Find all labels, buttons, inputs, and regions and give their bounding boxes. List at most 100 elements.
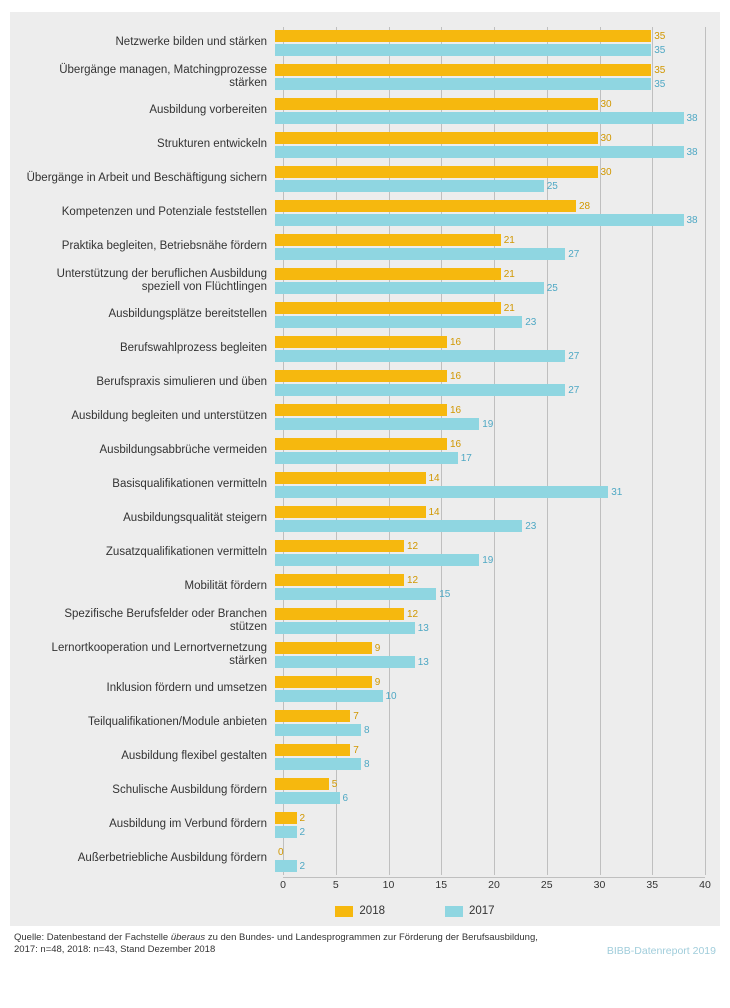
chart-row: Mobilität fördern1215 bbox=[25, 571, 705, 603]
bar-2018: 30 bbox=[275, 132, 598, 144]
bar-2018: 21 bbox=[275, 268, 501, 280]
x-tick: 20 bbox=[488, 879, 500, 891]
bar-value-2017: 35 bbox=[651, 45, 665, 56]
bar-value-2017: 2 bbox=[297, 827, 306, 838]
chart-row: Berufswahlprozess begleiten1627 bbox=[25, 333, 705, 365]
bar-2018: 9 bbox=[275, 676, 372, 688]
x-tick: 35 bbox=[646, 879, 658, 891]
bar-value-2018: 0 bbox=[275, 847, 284, 858]
bars-area: 3038 bbox=[275, 95, 705, 127]
bar-value-2018: 21 bbox=[501, 303, 515, 314]
x-axis: 0510152025303540 bbox=[283, 877, 705, 897]
bar-2017: 25 bbox=[275, 180, 544, 192]
bar-2017: 38 bbox=[275, 112, 684, 124]
category-label: Basisqualifikationen vermitteln bbox=[25, 478, 275, 491]
bar-2018: 16 bbox=[275, 336, 447, 348]
chart-row: Übergänge in Arbeit und Beschäftigung si… bbox=[25, 163, 705, 195]
chart-row: Ausbildungsplätze bereitstellen2123 bbox=[25, 299, 705, 331]
category-label: Übergänge in Arbeit und Beschäftigung si… bbox=[25, 172, 275, 185]
bars-area: 1627 bbox=[275, 367, 705, 399]
bar-2018: 7 bbox=[275, 744, 350, 756]
bar-value-2018: 7 bbox=[350, 711, 359, 722]
bars-area: 3535 bbox=[275, 27, 705, 59]
bar-2017: 6 bbox=[275, 792, 340, 804]
bar-value-2017: 35 bbox=[651, 79, 665, 90]
bar-value-2017: 8 bbox=[361, 725, 370, 736]
bar-value-2018: 21 bbox=[501, 269, 515, 280]
legend-label-2017: 2017 bbox=[469, 905, 495, 917]
chart-row: Ausbildungsqualität steigern1423 bbox=[25, 503, 705, 535]
source-ital: überaus bbox=[171, 932, 205, 943]
bar-2017: 13 bbox=[275, 622, 415, 634]
bar-2017: 8 bbox=[275, 758, 361, 770]
bar-2017: 35 bbox=[275, 44, 651, 56]
chart-footer: Quelle: Datenbestand der Fachstelle über… bbox=[10, 926, 720, 957]
bars-area: 21 27 bbox=[275, 231, 705, 263]
axis-line bbox=[283, 877, 705, 878]
bar-2017: 27 bbox=[275, 350, 565, 362]
bar-2018: 28 bbox=[275, 200, 576, 212]
chart-row: Lernortkooperation und Lernortvernetzung… bbox=[25, 639, 705, 671]
bar-2017: 19 bbox=[275, 554, 479, 566]
chart-row: Kompetenzen und Potenziale feststellen28… bbox=[25, 197, 705, 229]
chart-row: Strukturen entwickeln30 38 bbox=[25, 129, 705, 161]
bar-value-2018: 14 bbox=[426, 507, 440, 518]
chart-row: Unterstützung der beruflichen Ausbildung… bbox=[25, 265, 705, 297]
bar-2018: 21 bbox=[275, 234, 501, 246]
chart-row: Zusatzqualifikationen vermitteln1219 bbox=[25, 537, 705, 569]
x-tick: 25 bbox=[541, 879, 553, 891]
bar-2018: 35 bbox=[275, 64, 651, 76]
rows-wrapper: Netzwerke bilden und stärken3535Übergäng… bbox=[25, 27, 705, 875]
chart-row: Basisqualifikationen vermitteln1431 bbox=[25, 469, 705, 501]
bar-value-2018: 16 bbox=[447, 337, 461, 348]
category-label: Ausbildung flexibel gestalten bbox=[25, 750, 275, 763]
bars-area: 3535 bbox=[275, 61, 705, 93]
bar-value-2018: 9 bbox=[372, 677, 381, 688]
legend-label-2018: 2018 bbox=[359, 905, 385, 917]
bar-2018: 14 bbox=[275, 506, 426, 518]
bar-value-2017: 15 bbox=[436, 589, 450, 600]
bar-value-2018: 7 bbox=[350, 745, 359, 756]
category-label: Ausbildungsabbrüche vermeiden bbox=[25, 444, 275, 457]
bar-2017: 35 bbox=[275, 78, 651, 90]
bar-value-2017: 38 bbox=[684, 215, 698, 226]
bar-value-2017: 38 bbox=[684, 147, 698, 158]
bar-value-2017: 27 bbox=[565, 249, 579, 260]
bar-value-2017: 23 bbox=[522, 521, 536, 532]
category-label: Praktika begleiten, Betriebsnähe fördern bbox=[25, 240, 275, 253]
bar-value-2018: 16 bbox=[447, 439, 461, 450]
bars-area: 22 bbox=[275, 809, 705, 841]
category-label: Ausbildungsqualität steigern bbox=[25, 512, 275, 525]
bar-value-2017: 27 bbox=[565, 385, 579, 396]
bar-value-2017: 19 bbox=[479, 419, 493, 430]
bar-value-2017: 27 bbox=[565, 351, 579, 362]
legend-swatch-2017 bbox=[445, 906, 463, 917]
chart-row: Inklusion fördern und umsetzen910 bbox=[25, 673, 705, 705]
bar-value-2018: 28 bbox=[576, 201, 590, 212]
chart-row: Außerbetriebliche Ausbildung fördern02 bbox=[25, 843, 705, 875]
bars-area: 1431 bbox=[275, 469, 705, 501]
chart-row: Ausbildung vorbereiten3038 bbox=[25, 95, 705, 127]
chart-container: Netzwerke bilden und stärken3535Übergäng… bbox=[0, 0, 730, 965]
bars-area: 1619 bbox=[275, 401, 705, 433]
category-label: Kompetenzen und Potenziale feststellen bbox=[25, 206, 275, 219]
category-label: Strukturen entwickeln bbox=[25, 138, 275, 151]
bars-area: 1213 bbox=[275, 605, 705, 637]
bar-value-2018: 16 bbox=[447, 405, 461, 416]
bar-2018: 16 bbox=[275, 370, 447, 382]
bar-2018: 2 bbox=[275, 812, 297, 824]
category-label: Mobilität fördern bbox=[25, 580, 275, 593]
bars-area: 913 bbox=[275, 639, 705, 671]
x-tick: 40 bbox=[699, 879, 711, 891]
x-tick: 5 bbox=[333, 879, 339, 891]
bar-value-2018: 16 bbox=[447, 371, 461, 382]
bar-value-2018: 35 bbox=[651, 65, 665, 76]
bar-2018: 35 bbox=[275, 30, 651, 42]
bar-value-2018: 21 bbox=[501, 235, 515, 246]
bar-2017: 27 bbox=[275, 248, 565, 260]
report-label: BIBB-Datenreport 2019 bbox=[607, 945, 716, 957]
category-label: Ausbildung vorbereiten bbox=[25, 104, 275, 117]
chart-row: Praktika begleiten, Betriebsnähe fördern… bbox=[25, 231, 705, 263]
bar-value-2017: 25 bbox=[544, 283, 558, 294]
bar-2017: 23 bbox=[275, 316, 522, 328]
